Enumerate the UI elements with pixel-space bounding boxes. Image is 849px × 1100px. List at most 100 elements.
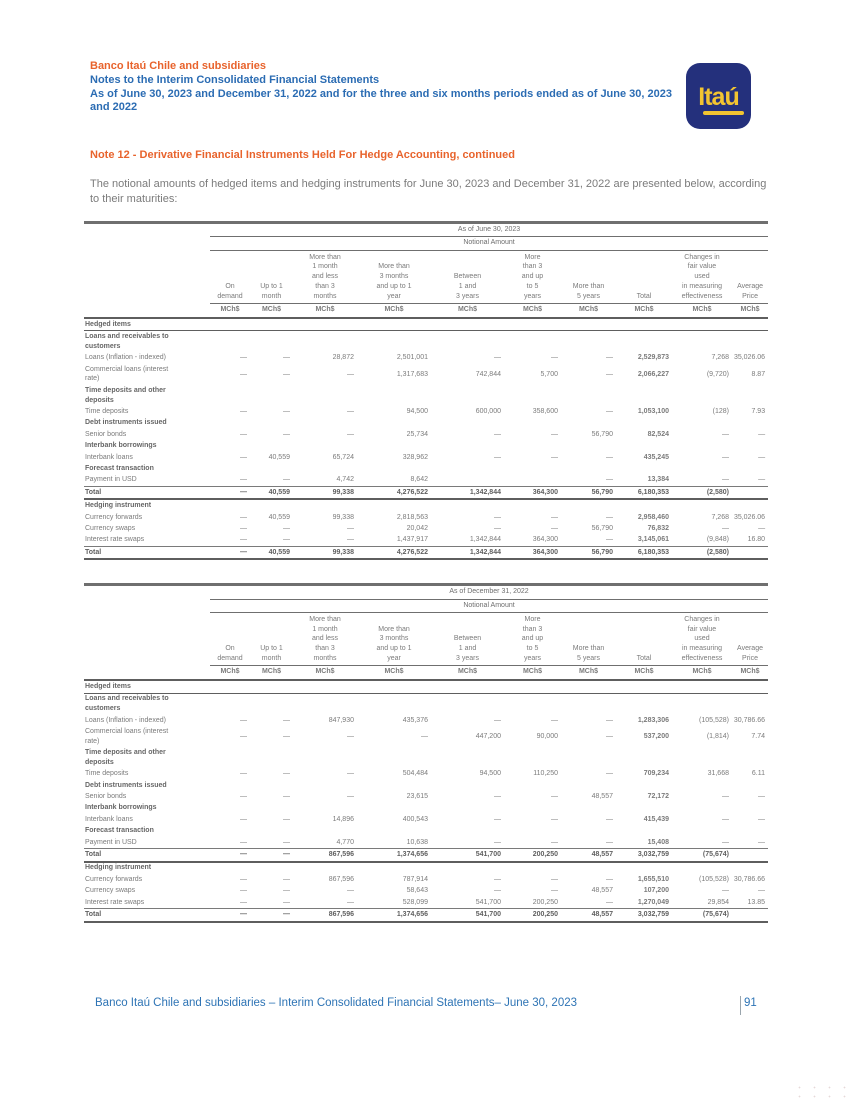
value-cell: 1,374,656 <box>357 848 431 863</box>
value-cell <box>293 440 357 451</box>
value-cell <box>210 693 250 715</box>
notional-row: Notional Amount <box>84 236 769 251</box>
value-cell: — <box>758 453 766 461</box>
value-cell: 6,180,353 <box>616 485 672 501</box>
value-cell: — <box>551 875 558 883</box>
row-label: Interbank borrowings <box>85 442 157 450</box>
value-cell <box>293 418 357 429</box>
value-cell <box>210 331 250 353</box>
column-header: More than 5 years <box>561 612 616 667</box>
value-cell <box>672 440 732 451</box>
value-cell <box>561 825 616 836</box>
value-cell: 200,250 <box>504 848 561 863</box>
period-row: As of June 30, 2023 <box>84 222 769 238</box>
row-label: Debt instruments issued <box>85 781 167 789</box>
value-cell: — <box>722 476 729 484</box>
value-cell: — <box>283 793 290 801</box>
value-cell <box>431 475 504 487</box>
value-cell: 16.80 <box>747 536 766 544</box>
value-cell: — <box>347 370 354 378</box>
table-row: Commercial loans (interest rate) — — — — 447,… <box>84 726 768 747</box>
value-cell: — <box>283 354 290 362</box>
unit-label: MCh$ <box>616 665 672 682</box>
spacer-cell <box>84 303 210 319</box>
row-label: Total <box>84 485 210 501</box>
value-cell <box>357 680 431 694</box>
table-row: Interest rate swaps — — — 1,437,917 1,342,844… <box>84 535 768 547</box>
value-cell: 358,600 <box>532 408 558 416</box>
value-cell: — <box>210 545 250 561</box>
value-cell: 3,032,759 <box>616 848 672 863</box>
value-cell <box>293 317 357 332</box>
value-cell <box>357 862 431 874</box>
spacer-cell <box>84 599 210 612</box>
column-header: Changes in fair value used in measuring effe… <box>672 250 732 305</box>
value-cell: (9,848) <box>706 536 729 544</box>
value-cell: — <box>494 838 501 846</box>
value-cell <box>250 825 293 836</box>
value-cell: (105,528) <box>699 875 729 883</box>
value-cell: — <box>347 536 354 544</box>
value-cell: 5,700 <box>540 370 558 378</box>
value-cell <box>250 385 293 406</box>
row-label: Total <box>84 848 210 863</box>
value-cell <box>732 848 769 863</box>
notional-amount-header: Notional Amount <box>210 599 769 613</box>
unit-label: MCh$ <box>431 303 504 319</box>
value-cell: — <box>347 770 354 778</box>
value-cell: — <box>240 370 247 378</box>
table-row: Hedged items <box>84 317 769 332</box>
value-cell: — <box>240 875 247 883</box>
unit-label: MCh$ <box>504 665 561 682</box>
value-cell: 40,559 <box>268 513 290 521</box>
value-cell: — <box>606 408 613 416</box>
value-cell: 1,342,844 <box>431 545 504 561</box>
value-cell: 40,559 <box>250 485 293 501</box>
value-cell <box>504 331 561 353</box>
value-cell: — <box>606 370 613 378</box>
value-cell <box>561 385 616 406</box>
table-row: Interbank borrowings <box>84 803 768 814</box>
value-cell <box>504 825 561 836</box>
table-row: Hedged items <box>84 680 769 694</box>
value-cell <box>672 747 732 768</box>
value-cell <box>561 780 616 791</box>
value-cell: — <box>551 716 558 724</box>
row-label: Interbank borrowings <box>85 804 157 812</box>
value-cell <box>561 680 616 694</box>
value-cell <box>210 747 250 768</box>
value-cell: — <box>283 370 290 378</box>
value-cell: 72,172 <box>647 793 669 801</box>
value-cell: 2,066,227 <box>637 370 669 378</box>
value-cell <box>250 463 293 474</box>
value-cell <box>504 418 561 429</box>
value-cell <box>431 803 504 814</box>
value-cell <box>431 317 504 332</box>
value-cell: — <box>283 536 290 544</box>
value-cell: (1,814) <box>706 732 729 740</box>
value-cell: 541,700 <box>475 898 501 906</box>
value-cell: — <box>606 732 613 740</box>
unit-label: MCh$ <box>616 303 672 319</box>
intro-paragraph: The notional amounts of hedged items and… <box>90 178 767 205</box>
value-cell: — <box>606 513 613 521</box>
value-cell <box>431 747 504 768</box>
value-cell: 1,317,683 <box>396 370 428 378</box>
value-cell: — <box>240 770 247 778</box>
value-cell: 48,557 <box>561 908 616 923</box>
value-cell <box>732 825 768 836</box>
table-row: Time deposits and other deposits <box>84 385 768 406</box>
unit-label: MCh$ <box>561 665 616 682</box>
value-cell: — <box>722 793 729 801</box>
value-cell: — <box>283 524 290 532</box>
value-cell: — <box>283 815 290 823</box>
value-cell: 600,000 <box>475 408 501 416</box>
spacer-cell <box>84 237 210 250</box>
value-cell: 867,596 <box>293 848 357 863</box>
value-cell: 94,500 <box>479 770 501 778</box>
value-cell: 35,026.06 <box>733 513 766 521</box>
spacer-cell <box>84 250 210 303</box>
value-cell: 110,250 <box>533 770 558 778</box>
unit-label: MCh$ <box>561 303 616 319</box>
notional-amount-header: Notional Amount <box>210 236 769 251</box>
